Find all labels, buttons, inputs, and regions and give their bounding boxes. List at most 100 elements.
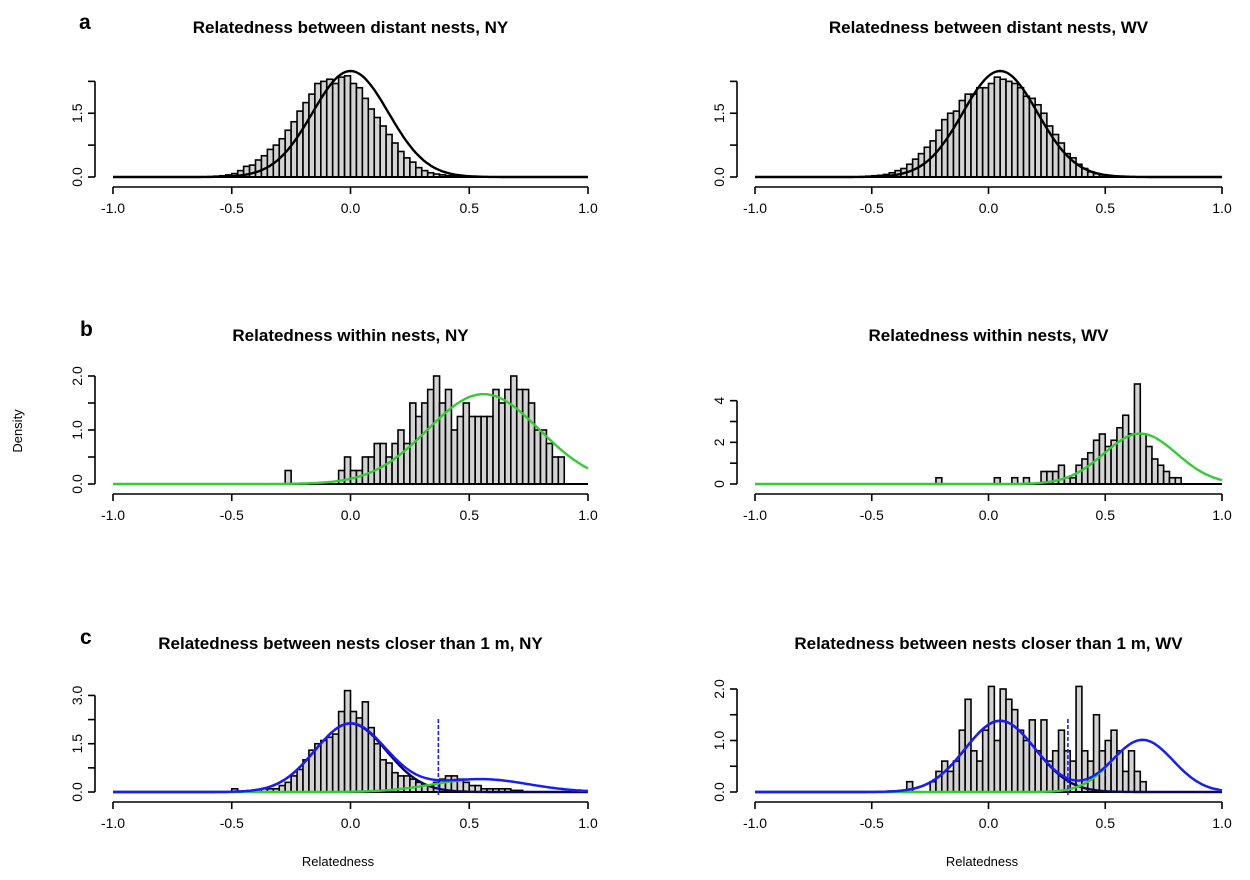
- chart-title: Relatedness within nests, WV: [869, 326, 1110, 345]
- x-tick-label: -0.5: [220, 507, 244, 523]
- histogram-bar: [426, 388, 435, 485]
- y-tick-label: 0.0: [69, 474, 85, 494]
- histogram-bar: [1011, 708, 1019, 793]
- histogram-bar: [557, 456, 566, 485]
- y-tick-label: 0.0: [711, 167, 727, 187]
- histogram-bar: [1057, 464, 1066, 485]
- histogram-bar: [1005, 698, 1013, 793]
- histogram-bar: [385, 762, 393, 793]
- histogram-bar: [1028, 97, 1037, 178]
- black-density-curve: [113, 69, 588, 179]
- histogram-bar: [940, 760, 949, 793]
- x-tick-label: 0.0: [341, 815, 361, 831]
- histogram-bar: [355, 717, 364, 793]
- histogram-bar: [302, 759, 310, 793]
- blue-density-curve: [113, 722, 589, 794]
- histogram-bar: [373, 442, 381, 485]
- histogram-bar: [361, 456, 370, 485]
- histogram-bar: [361, 701, 370, 793]
- histogram-bar: [1156, 464, 1165, 485]
- histogram-bar: [468, 415, 476, 485]
- x-tick-label: -0.5: [220, 815, 244, 831]
- histogram-bar: [302, 101, 310, 178]
- x-tick-label: 0.0: [979, 200, 999, 216]
- y-tick-label: 3.0: [69, 685, 85, 705]
- x-tick-label: -0.5: [220, 200, 244, 216]
- histogram-bar: [409, 778, 417, 793]
- histogram-bar: [510, 375, 518, 485]
- histogram-bar: [946, 112, 955, 178]
- histogram-bar: [545, 442, 554, 485]
- histogram-bar: [1016, 86, 1025, 178]
- histogram-bar: [1028, 719, 1037, 793]
- histogram-bar: [373, 116, 381, 178]
- histogram-bar: [970, 749, 978, 793]
- y-tick-label: 2.0: [69, 366, 85, 386]
- x-axis-label-left: Relatedness: [302, 854, 375, 869]
- y-tick-label: 0.0: [69, 167, 85, 187]
- y-tick-label: 2.0: [711, 679, 727, 699]
- chart-title: Relatedness between distant nests, WV: [829, 18, 1149, 37]
- x-tick-label: 0.5: [460, 815, 480, 831]
- histogram-bar: [1139, 780, 1147, 793]
- green-density-curve: [755, 432, 1223, 486]
- histogram-bar: [1011, 82, 1019, 178]
- x-tick-label: 1.0: [578, 200, 598, 216]
- histogram-bar: [361, 97, 370, 178]
- y-tick-label: 1.5: [711, 103, 727, 123]
- histogram-bar: [290, 775, 298, 793]
- histogram-bar: [999, 78, 1007, 178]
- histogram-bar: [432, 375, 441, 485]
- histogram-bar: [474, 415, 482, 485]
- histogram-bar: [1075, 464, 1083, 485]
- x-tick-label: 1.0: [1212, 200, 1232, 216]
- histogram-bar: [397, 150, 405, 178]
- histogram-bar: [1145, 445, 1153, 485]
- histogram-bar: [1092, 713, 1101, 793]
- panel-label-a: a: [79, 11, 91, 34]
- x-tick-label: -1.0: [743, 815, 767, 831]
- histogram-bar: [325, 78, 334, 178]
- histogram-bar: [1075, 685, 1083, 793]
- x-tick-label: 0.5: [1096, 815, 1116, 831]
- panel-label-b: b: [80, 318, 93, 341]
- histogram-bar: [420, 402, 429, 485]
- x-axis-label-right: Relatedness: [946, 854, 1019, 869]
- histogram-bar: [987, 685, 996, 793]
- x-tick-label: -0.5: [860, 200, 884, 216]
- histogram-bar: [331, 733, 340, 793]
- histogram-bar: [1127, 749, 1136, 793]
- histogram-bar: [492, 388, 500, 485]
- y-tick-label: 1.0: [69, 420, 85, 440]
- histogram-bar: [308, 93, 316, 178]
- y-tick-label: 0: [711, 480, 727, 488]
- chart-title: Relatedness between distant nests, NY: [193, 18, 509, 37]
- x-tick-label: -0.5: [860, 507, 884, 523]
- histogram-bar: [391, 142, 399, 178]
- histogram-bar: [1081, 749, 1089, 793]
- histogram-bar: [981, 729, 990, 793]
- histogram-bar: [290, 120, 298, 178]
- histogram-bar: [1022, 95, 1031, 178]
- histogram-bar: [976, 760, 984, 793]
- histogram-bar: [320, 739, 328, 793]
- histogram-bar: [539, 429, 548, 485]
- histogram-bar: [976, 86, 984, 178]
- x-tick-label: 0.5: [1096, 507, 1116, 523]
- y-axis-label: Density: [10, 409, 25, 453]
- histogram-bar: [415, 415, 423, 485]
- x-tick-label: 0.5: [460, 507, 480, 523]
- histogram-bar: [296, 110, 304, 178]
- histogram-bar: [999, 688, 1007, 793]
- histogram-bar: [533, 429, 542, 485]
- x-tick-label: -0.5: [860, 815, 884, 831]
- histogram-bar: [409, 161, 417, 178]
- histogram-bar: [296, 768, 304, 793]
- histogram-bar: [379, 125, 387, 178]
- histogram-bar: [515, 388, 524, 485]
- histogram-bar: [993, 739, 1001, 793]
- histogram-bar: [284, 781, 292, 793]
- chart-panel-6: Relatedness between nests closer than 1 …: [711, 634, 1232, 831]
- histogram-bar: [337, 76, 346, 178]
- y-tick-label: 0.0: [69, 782, 85, 802]
